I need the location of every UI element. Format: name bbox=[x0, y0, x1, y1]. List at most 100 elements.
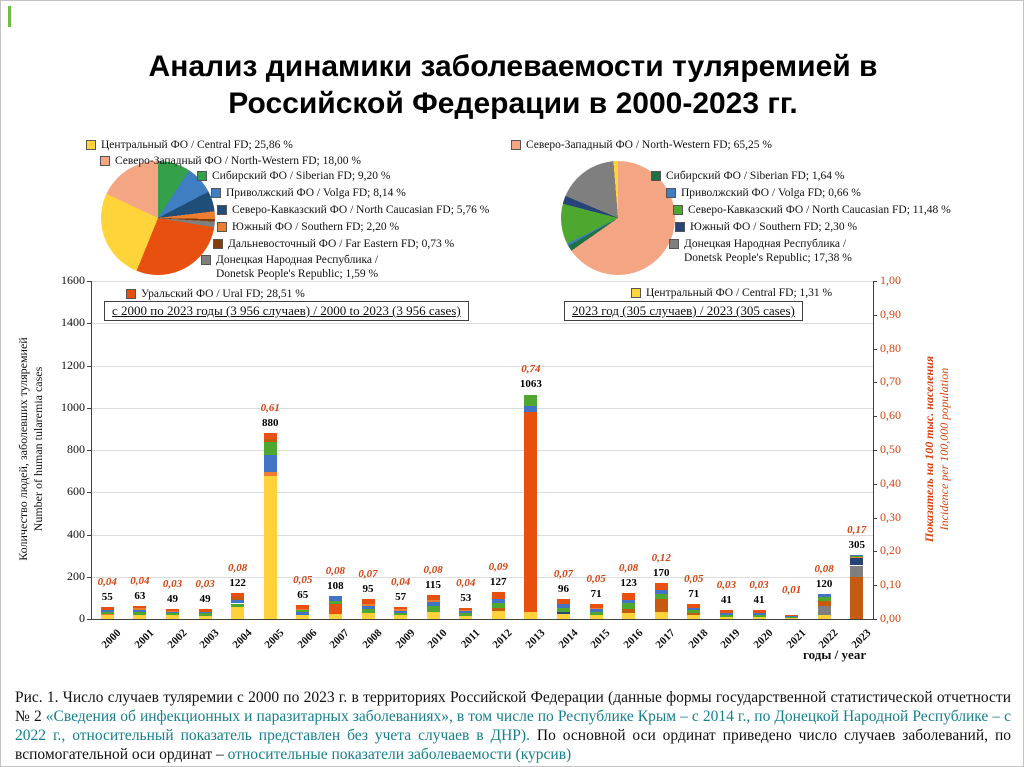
gridline bbox=[92, 323, 873, 325]
x-axis-tick-label: 2013 bbox=[523, 627, 548, 652]
y-axis-line bbox=[91, 281, 92, 619]
x-axis-tick-label: 2011 bbox=[458, 627, 483, 651]
bar-segment-v bbox=[654, 590, 668, 594]
bar-segment-r bbox=[263, 433, 277, 439]
bar-segment-c bbox=[263, 475, 277, 619]
y-axis-tick-label: 1600 bbox=[61, 273, 85, 287]
legend-item-label: Приволжский ФО / Volga FD; 0,66 % bbox=[681, 187, 861, 199]
bar-segment-k bbox=[557, 611, 570, 614]
bar-segment-k bbox=[850, 558, 864, 566]
y-axis-title: Количество людей, заболевших туляремией N… bbox=[16, 269, 46, 629]
y-axis-tick-label: 200 bbox=[67, 568, 85, 583]
legend-item-label: Северо-Западный ФО / North-Western FD; 1… bbox=[115, 155, 361, 167]
bar-2009 bbox=[394, 607, 407, 619]
bar-incidence-label: 0,03 bbox=[716, 579, 737, 592]
bar-count-label: 305 bbox=[848, 538, 865, 551]
bar-count-label: 71 bbox=[688, 588, 700, 600]
x-axis-tick-label: 2016 bbox=[621, 627, 646, 652]
bar-segment-n bbox=[491, 608, 505, 611]
legend-item-label: Северо-Кавказский ФО / North Caucasian F… bbox=[232, 204, 490, 216]
legend-item-siberian: Сибирский ФО / Siberian FD; 9,20 % bbox=[197, 169, 390, 183]
bar-count-label: 65 bbox=[297, 589, 309, 602]
caption-highlight-text: «Сведения об инфекционных и паразитарных… bbox=[15, 707, 1011, 744]
gridline bbox=[92, 281, 873, 282]
bar-segment-v bbox=[231, 599, 245, 604]
legend-item-label: Южный ФО / Southern FD; 2,30 % bbox=[690, 221, 858, 233]
legend-item-label: Донецкая Народная Республика / Donetsk P… bbox=[684, 238, 852, 265]
y2-axis-tick-label: 0,10 bbox=[880, 577, 901, 592]
y2-axis-tick-label: 0,70 bbox=[880, 374, 901, 389]
bar-count-label: 49 bbox=[199, 592, 211, 605]
x-axis-tick-label: 2004 bbox=[230, 627, 255, 652]
bar-segment-c bbox=[719, 616, 733, 619]
bar-segment-c bbox=[557, 613, 570, 619]
bar-incidence-label: 0,08 bbox=[618, 562, 639, 574]
bar-segment-v bbox=[166, 611, 179, 614]
legend-item-label: Дальневосточный ФО / Far Eastern FD; 0,7… bbox=[228, 238, 455, 250]
bar-segment-r bbox=[459, 607, 473, 610]
bar-segment-s bbox=[394, 613, 407, 616]
bar-segment-n bbox=[263, 438, 277, 443]
bar-segment-v bbox=[100, 609, 114, 612]
bar-incidence-label: 0,05 bbox=[586, 573, 606, 585]
bar-incidence-label: 0,04 bbox=[97, 576, 117, 589]
y-axis-tick bbox=[87, 323, 91, 325]
legend-item-label: Центральный ФО / Central FD; 25,86 % bbox=[101, 139, 293, 151]
y2-axis-tick-label: 0,00 bbox=[880, 611, 901, 625]
bar-2022 bbox=[817, 593, 831, 619]
y-axis-tick-label: 1200 bbox=[61, 357, 85, 372]
y-axis-tick bbox=[87, 407, 91, 409]
legend-item-southern: Южный ФО / Southern FD; 2,20 % bbox=[217, 220, 399, 234]
period-label-text: 2023 год (305 случаев) / 2023 (305 cases… bbox=[572, 303, 795, 318]
bar-segment-s bbox=[719, 614, 733, 617]
bar-count-label: 1063 bbox=[519, 378, 542, 391]
bar-2003 bbox=[198, 608, 212, 619]
bar-segment-v bbox=[752, 613, 766, 615]
legend-item-ural: Уральский ФО / Ural FD; 28,51 % bbox=[126, 287, 305, 301]
y-axis-tick bbox=[87, 365, 91, 367]
bar-segment-v bbox=[263, 455, 277, 473]
bar-segment-s bbox=[133, 612, 147, 615]
bar-incidence-label: 0,12 bbox=[651, 552, 671, 565]
north-caucasian-color-swatch bbox=[673, 205, 683, 215]
bar-segment-s bbox=[589, 612, 603, 616]
bar-2016 bbox=[622, 593, 636, 619]
bar-segment-s bbox=[557, 607, 570, 612]
legend-item-north-western: Северо-Западный ФО / North-Western FD; 1… bbox=[100, 154, 361, 168]
bar-segment-v bbox=[785, 615, 798, 617]
figure-caption: Рис. 1. Число случаев туляремии с 2000 п… bbox=[15, 689, 1011, 765]
bar-segment-v bbox=[459, 611, 473, 614]
bar-segment-v bbox=[719, 613, 733, 615]
bar-segment-v bbox=[328, 596, 342, 601]
bar-count-label: 120 bbox=[815, 577, 833, 590]
bar-2012 bbox=[491, 592, 505, 619]
y-axis-tick-label: 600 bbox=[67, 484, 85, 499]
north-western-color-swatch bbox=[511, 140, 521, 150]
legend-item-volga: Приволжский ФО / Volga FD; 8,14 % bbox=[211, 186, 406, 200]
bar-segment-n bbox=[687, 613, 701, 616]
x-axis-tick-label: 2007 bbox=[327, 627, 352, 652]
bar-segment-s bbox=[296, 610, 310, 613]
bar-segment-r bbox=[654, 583, 668, 591]
y2-axis-tick bbox=[873, 450, 877, 451]
bar-segment-c bbox=[394, 615, 407, 619]
bar-segment-v bbox=[426, 602, 440, 606]
x-axis-line bbox=[91, 619, 874, 620]
bar-segment-s bbox=[231, 603, 245, 608]
bar-count-label: 41 bbox=[720, 594, 732, 607]
bar-2018 bbox=[687, 604, 701, 619]
southern-color-swatch bbox=[675, 222, 685, 232]
bar-incidence-label: 0,61 bbox=[260, 402, 280, 415]
bar-2004 bbox=[231, 593, 245, 619]
legend-item-donetsk: Донецкая Народная Республика / Donetsk P… bbox=[201, 253, 386, 281]
y2-axis-tick bbox=[873, 348, 877, 350]
y2-axis-tick bbox=[873, 585, 877, 587]
gridline bbox=[92, 365, 873, 367]
bar-segment-s bbox=[817, 597, 831, 602]
bar-segment-u bbox=[296, 608, 310, 611]
bar-count-label: 63 bbox=[134, 589, 146, 602]
y2-axis-tick bbox=[873, 551, 877, 553]
bar-segment-r bbox=[557, 598, 570, 604]
bar-segment-c bbox=[622, 612, 636, 619]
